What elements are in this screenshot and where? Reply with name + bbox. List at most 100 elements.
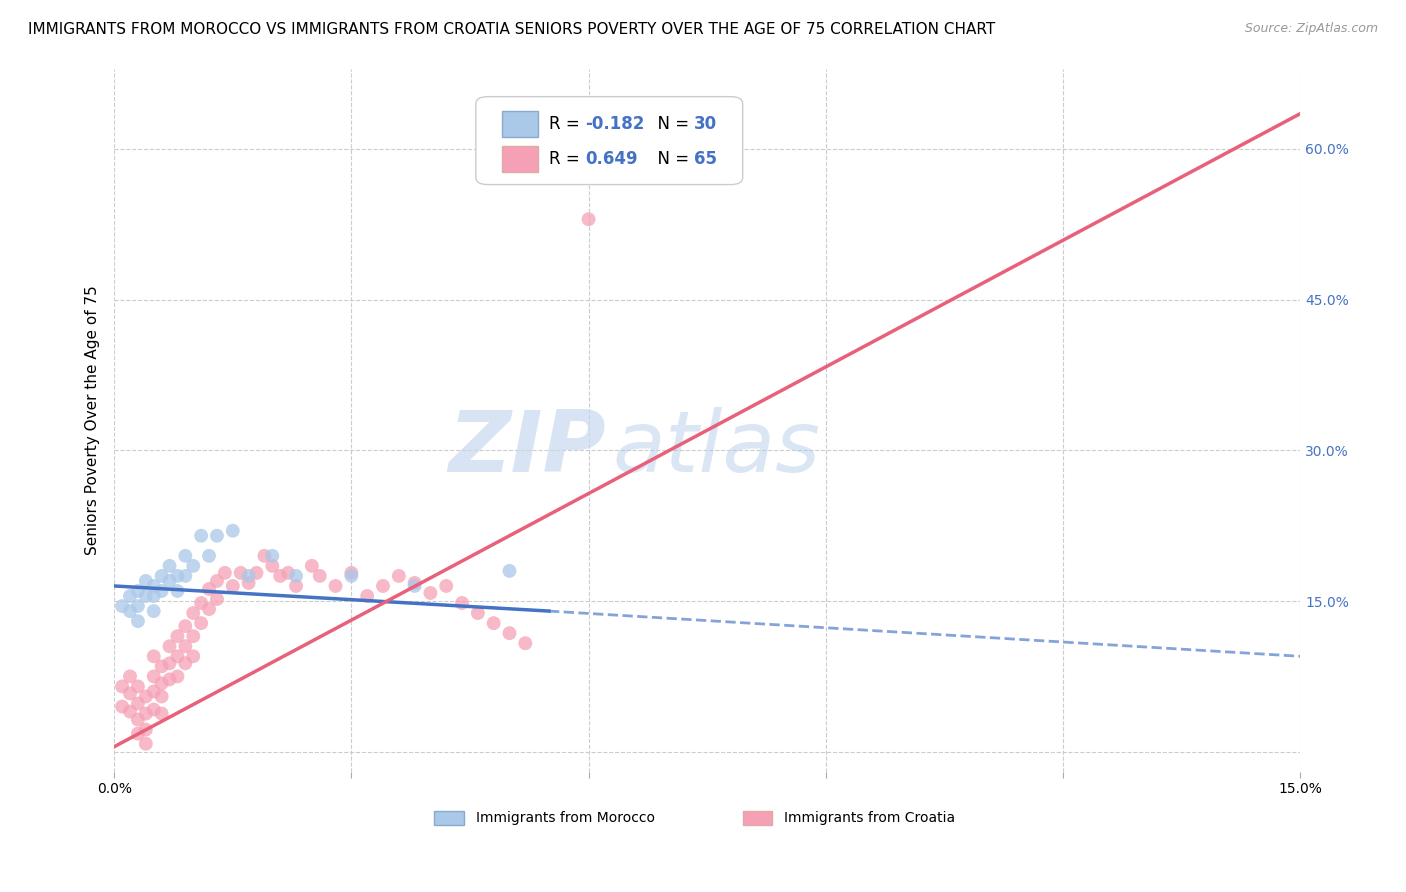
Text: N =: N = <box>647 150 695 168</box>
Text: 0.649: 0.649 <box>585 150 637 168</box>
Point <box>166 629 188 643</box>
Point <box>159 673 181 687</box>
Point <box>174 569 197 583</box>
Point <box>356 589 378 603</box>
Point <box>181 606 204 620</box>
Point <box>181 629 204 643</box>
Point <box>127 713 149 727</box>
Point <box>222 524 245 538</box>
Point <box>269 569 291 583</box>
Point <box>340 569 363 583</box>
Point <box>205 592 228 607</box>
Text: Immigrants from Croatia: Immigrants from Croatia <box>785 811 955 824</box>
Point <box>467 606 489 620</box>
Point <box>166 569 188 583</box>
Point <box>198 602 221 616</box>
Point <box>262 549 284 563</box>
Point <box>111 680 134 694</box>
Point <box>190 596 212 610</box>
Point <box>142 669 165 683</box>
Point <box>285 579 308 593</box>
Point <box>198 549 221 563</box>
Point <box>371 579 394 593</box>
Point <box>198 582 221 596</box>
Point <box>150 690 173 704</box>
Point <box>150 659 173 673</box>
Point <box>404 576 426 591</box>
FancyBboxPatch shape <box>502 112 537 137</box>
Point <box>135 737 157 751</box>
Point <box>135 723 157 737</box>
Text: Immigrants from Morocco: Immigrants from Morocco <box>475 811 655 824</box>
Point <box>118 589 141 603</box>
Point <box>451 596 474 610</box>
Point <box>340 566 363 580</box>
Point <box>118 604 141 618</box>
Point <box>118 669 141 683</box>
Text: 30: 30 <box>695 115 717 134</box>
Point <box>498 626 520 640</box>
Point <box>214 566 236 580</box>
Point <box>419 586 441 600</box>
Point <box>142 702 165 716</box>
Point <box>118 686 141 700</box>
Point <box>127 584 149 599</box>
Point <box>142 684 165 698</box>
Point <box>578 212 600 227</box>
Point <box>253 549 276 563</box>
Text: IMMIGRANTS FROM MOROCCO VS IMMIGRANTS FROM CROATIA SENIORS POVERTY OVER THE AGE : IMMIGRANTS FROM MOROCCO VS IMMIGRANTS FR… <box>28 22 995 37</box>
Point <box>166 584 188 599</box>
Point <box>150 569 173 583</box>
Point <box>190 529 212 543</box>
Point <box>174 619 197 633</box>
Text: -0.182: -0.182 <box>585 115 644 134</box>
Point <box>166 669 188 683</box>
Point <box>498 564 520 578</box>
Text: atlas: atlas <box>612 407 820 490</box>
Point <box>245 566 267 580</box>
Point <box>404 579 426 593</box>
Point <box>111 699 134 714</box>
Point <box>181 558 204 573</box>
Point <box>229 566 252 580</box>
Point <box>150 584 173 599</box>
Point <box>150 676 173 690</box>
Point <box>308 569 330 583</box>
Point <box>301 558 323 573</box>
Bar <box>434 811 464 824</box>
Point <box>388 569 411 583</box>
Point <box>482 616 505 631</box>
Point <box>142 579 165 593</box>
Point <box>159 558 181 573</box>
Point <box>238 569 260 583</box>
Point <box>515 636 537 650</box>
Point <box>262 558 284 573</box>
Text: Source: ZipAtlas.com: Source: ZipAtlas.com <box>1244 22 1378 36</box>
Text: ZIP: ZIP <box>449 407 606 490</box>
Point <box>135 574 157 588</box>
Point <box>135 690 157 704</box>
Bar <box>742 811 772 824</box>
Point <box>434 579 457 593</box>
Point <box>181 649 204 664</box>
Point <box>190 616 212 631</box>
FancyBboxPatch shape <box>502 146 537 172</box>
Point <box>142 589 165 603</box>
Point <box>127 680 149 694</box>
Point <box>118 705 141 719</box>
Point <box>127 599 149 613</box>
Text: 65: 65 <box>695 150 717 168</box>
Point <box>159 639 181 653</box>
Point <box>127 614 149 628</box>
Point <box>222 579 245 593</box>
Point <box>174 549 197 563</box>
Point <box>127 726 149 740</box>
Point <box>142 604 165 618</box>
Y-axis label: Seniors Poverty Over the Age of 75: Seniors Poverty Over the Age of 75 <box>86 285 100 555</box>
Point <box>127 697 149 711</box>
FancyBboxPatch shape <box>475 96 742 185</box>
Point <box>238 576 260 591</box>
Point <box>166 649 188 664</box>
Point <box>142 649 165 664</box>
Point <box>159 657 181 671</box>
